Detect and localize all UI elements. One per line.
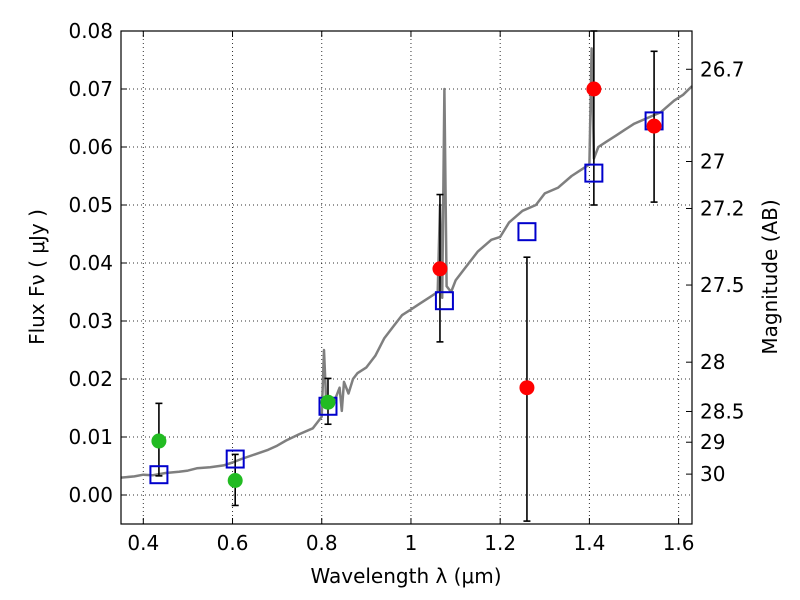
model-square: [434, 291, 454, 311]
model-points: [149, 111, 664, 485]
error-bars: [155, 30, 658, 522]
green-point: [320, 394, 336, 410]
x-tick-label: 1.4: [573, 531, 605, 555]
plot-frame: [120, 30, 693, 525]
red-point: [646, 118, 662, 134]
x-tick-label: 1.6: [663, 531, 695, 555]
y-tick-label: 0.02: [68, 367, 113, 391]
x-tick-label: 0.8: [306, 531, 338, 555]
red-point: [432, 261, 448, 277]
spectrum: [120, 47, 693, 479]
magnitude-tick-label: 27.2: [700, 196, 745, 220]
red-point: [586, 81, 602, 97]
magnitude-tick-label: 29: [700, 430, 725, 454]
x-tick-label: 1.2: [484, 531, 516, 555]
green-point: [151, 433, 167, 449]
y-tick-label: 0.03: [68, 309, 113, 333]
y-tick-label: 0.04: [68, 251, 113, 275]
y-tick-label: 0.08: [68, 19, 113, 43]
grid: [121, 30, 692, 524]
model-square: [225, 449, 245, 469]
model-square: [517, 222, 537, 242]
magnitude-tick-label: 26.7: [700, 57, 745, 81]
green-point: [227, 473, 243, 488]
x-tick-label: 0.6: [217, 531, 249, 555]
model-square: [149, 465, 169, 485]
model-square: [584, 163, 604, 183]
red-point: [519, 380, 535, 396]
y-tick-label: 0.00: [68, 483, 113, 507]
magnitude-tick-label: 27: [700, 150, 725, 174]
spectrum-line: [120, 47, 693, 479]
magnitude-tick-label: 28: [700, 350, 725, 374]
x-axis-label: Wavelength λ (μm): [310, 564, 501, 588]
magnitude-tick-label: 27.5: [700, 273, 745, 297]
x-tick-label: 1: [405, 531, 418, 555]
y-axis-label: Flux Fν ( μJy ): [25, 209, 49, 345]
y-tick-label: 0.07: [68, 77, 113, 101]
magnitude-tick-label: 30: [700, 462, 725, 486]
y-tick-label: 0.06: [68, 135, 113, 159]
x-tick-label: 0.4: [127, 531, 159, 555]
observed-points: [151, 81, 662, 488]
y2-axis-label: Magnitude (AB): [758, 199, 782, 354]
ticks: 0.4 0.6 0.8 1 1.2 1.4 1.6 0.00 0.01 0.02 0.03 0.04 0…: [68, 19, 744, 555]
y-tick-label: 0.01: [68, 425, 113, 449]
magnitude-tick-label: 28.5: [700, 399, 745, 423]
y-tick-label: 0.05: [68, 193, 113, 217]
